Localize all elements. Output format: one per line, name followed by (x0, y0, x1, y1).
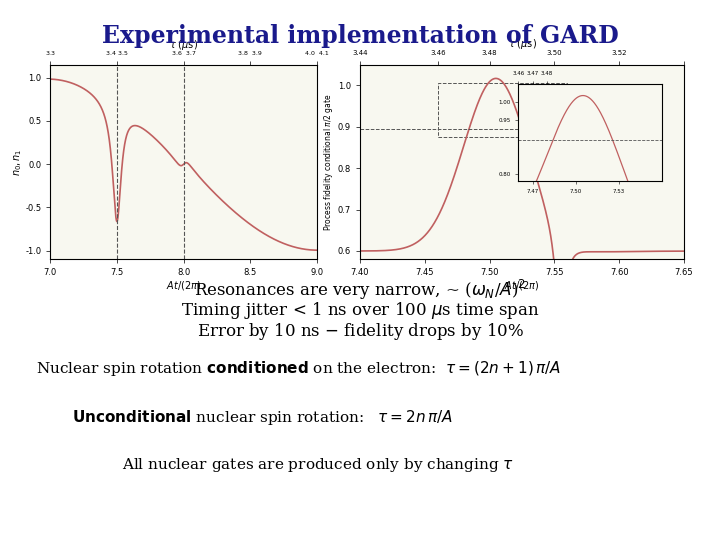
X-axis label: $\tau$ ($\mu$s): $\tau$ ($\mu$s) (508, 37, 536, 51)
X-axis label: $At/(2\pi)$: $At/(2\pi)$ (505, 279, 539, 292)
Y-axis label: Process fidelity conditional $\pi$/2 gate: Process fidelity conditional $\pi$/2 gat… (322, 93, 335, 231)
Text: Resonances are very narrow, ~ ($\omega_N$/$A$)$^2$: Resonances are very narrow, ~ ($\omega_N… (194, 278, 526, 302)
Text: Error by 10 ns $-$ fidelity drops by 10%: Error by 10 ns $-$ fidelity drops by 10% (197, 321, 523, 342)
Text: Experimental implementation of GARD: Experimental implementation of GARD (102, 24, 618, 48)
X-axis label: $\tau$ ($\mu$s): $\tau$ ($\mu$s) (169, 38, 198, 52)
Text: All nuclear gates are produced only by changing $\tau$: All nuclear gates are produced only by c… (122, 456, 515, 474)
X-axis label: $At/(2\pi)$: $At/(2\pi)$ (166, 279, 201, 292)
Text: Nuclear spin rotation $\mathbf{conditioned}$ on the electron:  $\tau = (2n+1)\,\: Nuclear spin rotation $\mathbf{condition… (36, 359, 561, 378)
Text: $\mathbf{Unconditional}$ nuclear spin rotation:   $\tau = 2n\,\pi/A$: $\mathbf{Unconditional}$ nuclear spin ro… (72, 408, 454, 427)
Bar (438, 83, 567, 137)
Text: Timing jitter < 1 ns over 100 $\mu$s time span: Timing jitter < 1 ns over 100 $\mu$s tim… (181, 300, 539, 321)
Y-axis label: $n_0, n_1$: $n_0, n_1$ (12, 148, 24, 176)
